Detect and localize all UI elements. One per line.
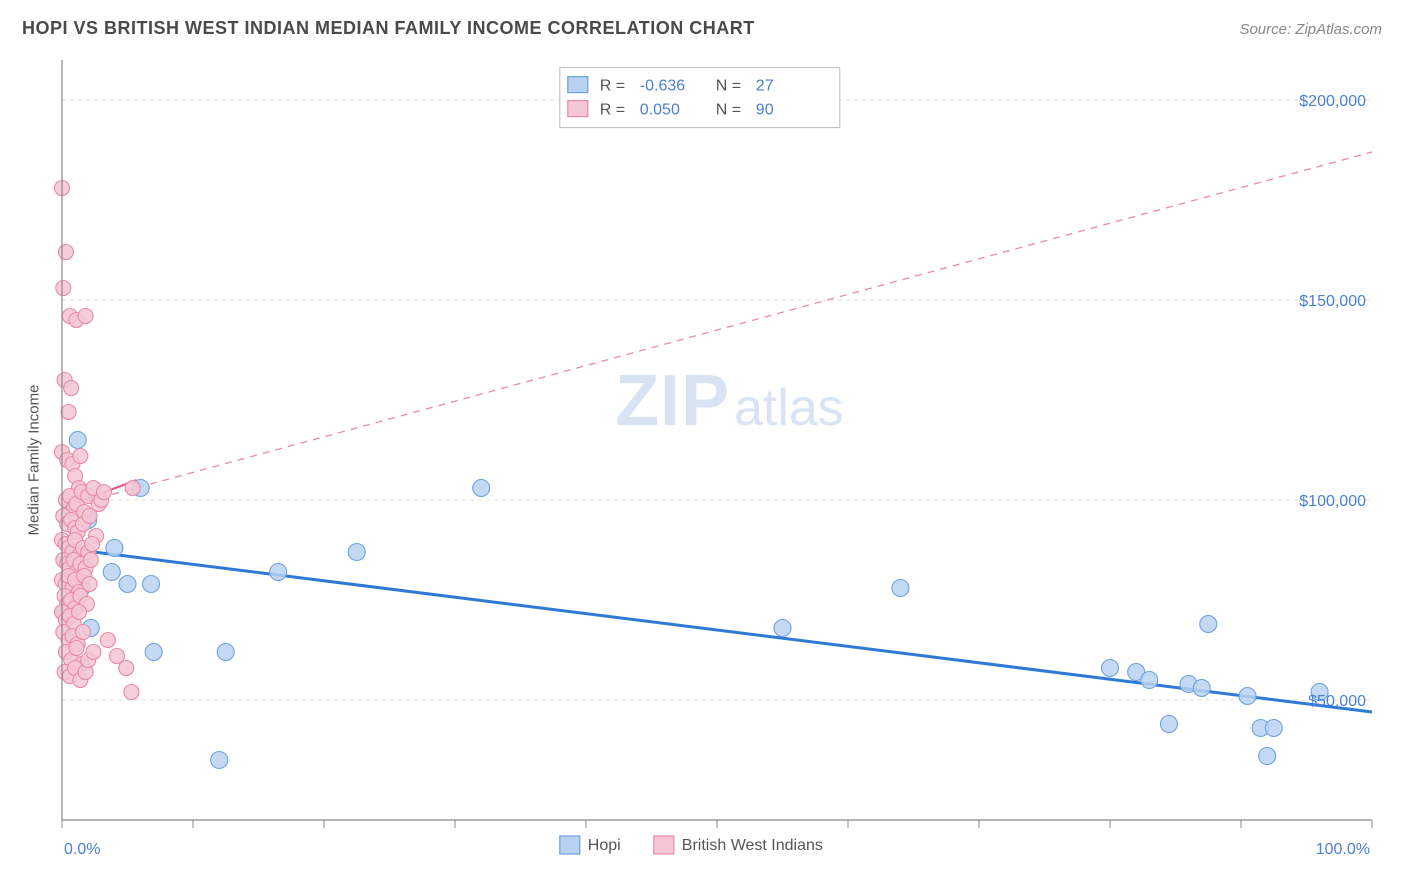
svg-text:N =: N = <box>716 102 741 119</box>
correlation-scatter-chart: ZIPatlas 0.0% 100.0% $50,000 $100,000 $150,00… <box>22 52 1382 868</box>
svg-text:ZIP: ZIP <box>615 361 730 441</box>
chart-title: HOPI VS BRITISH WEST INDIAN MEDIAN FAMIL… <box>22 18 755 39</box>
y-axis-label: Median Family Income <box>26 385 43 536</box>
svg-text:$50,000: $50,000 <box>1308 693 1366 710</box>
svg-text:British West Indians: British West Indians <box>682 837 823 854</box>
svg-text:100.0%: 100.0% <box>1316 841 1370 858</box>
svg-text:$100,000: $100,000 <box>1299 493 1366 510</box>
svg-text:90: 90 <box>756 102 774 119</box>
svg-text:R =: R = <box>600 78 625 95</box>
svg-text:0.0%: 0.0% <box>64 841 100 858</box>
svg-text:atlas: atlas <box>734 378 843 436</box>
svg-text:$200,000: $200,000 <box>1299 93 1366 110</box>
svg-text:$150,000: $150,000 <box>1299 293 1366 310</box>
svg-text:R =: R = <box>600 102 625 119</box>
source-label: Source: ZipAtlas.com <box>1239 21 1382 38</box>
svg-text:27: 27 <box>756 78 774 95</box>
svg-text:N =: N = <box>716 78 741 95</box>
svg-text:0.050: 0.050 <box>640 102 680 119</box>
svg-text:Hopi: Hopi <box>588 837 621 854</box>
svg-text:-0.636: -0.636 <box>640 78 685 95</box>
